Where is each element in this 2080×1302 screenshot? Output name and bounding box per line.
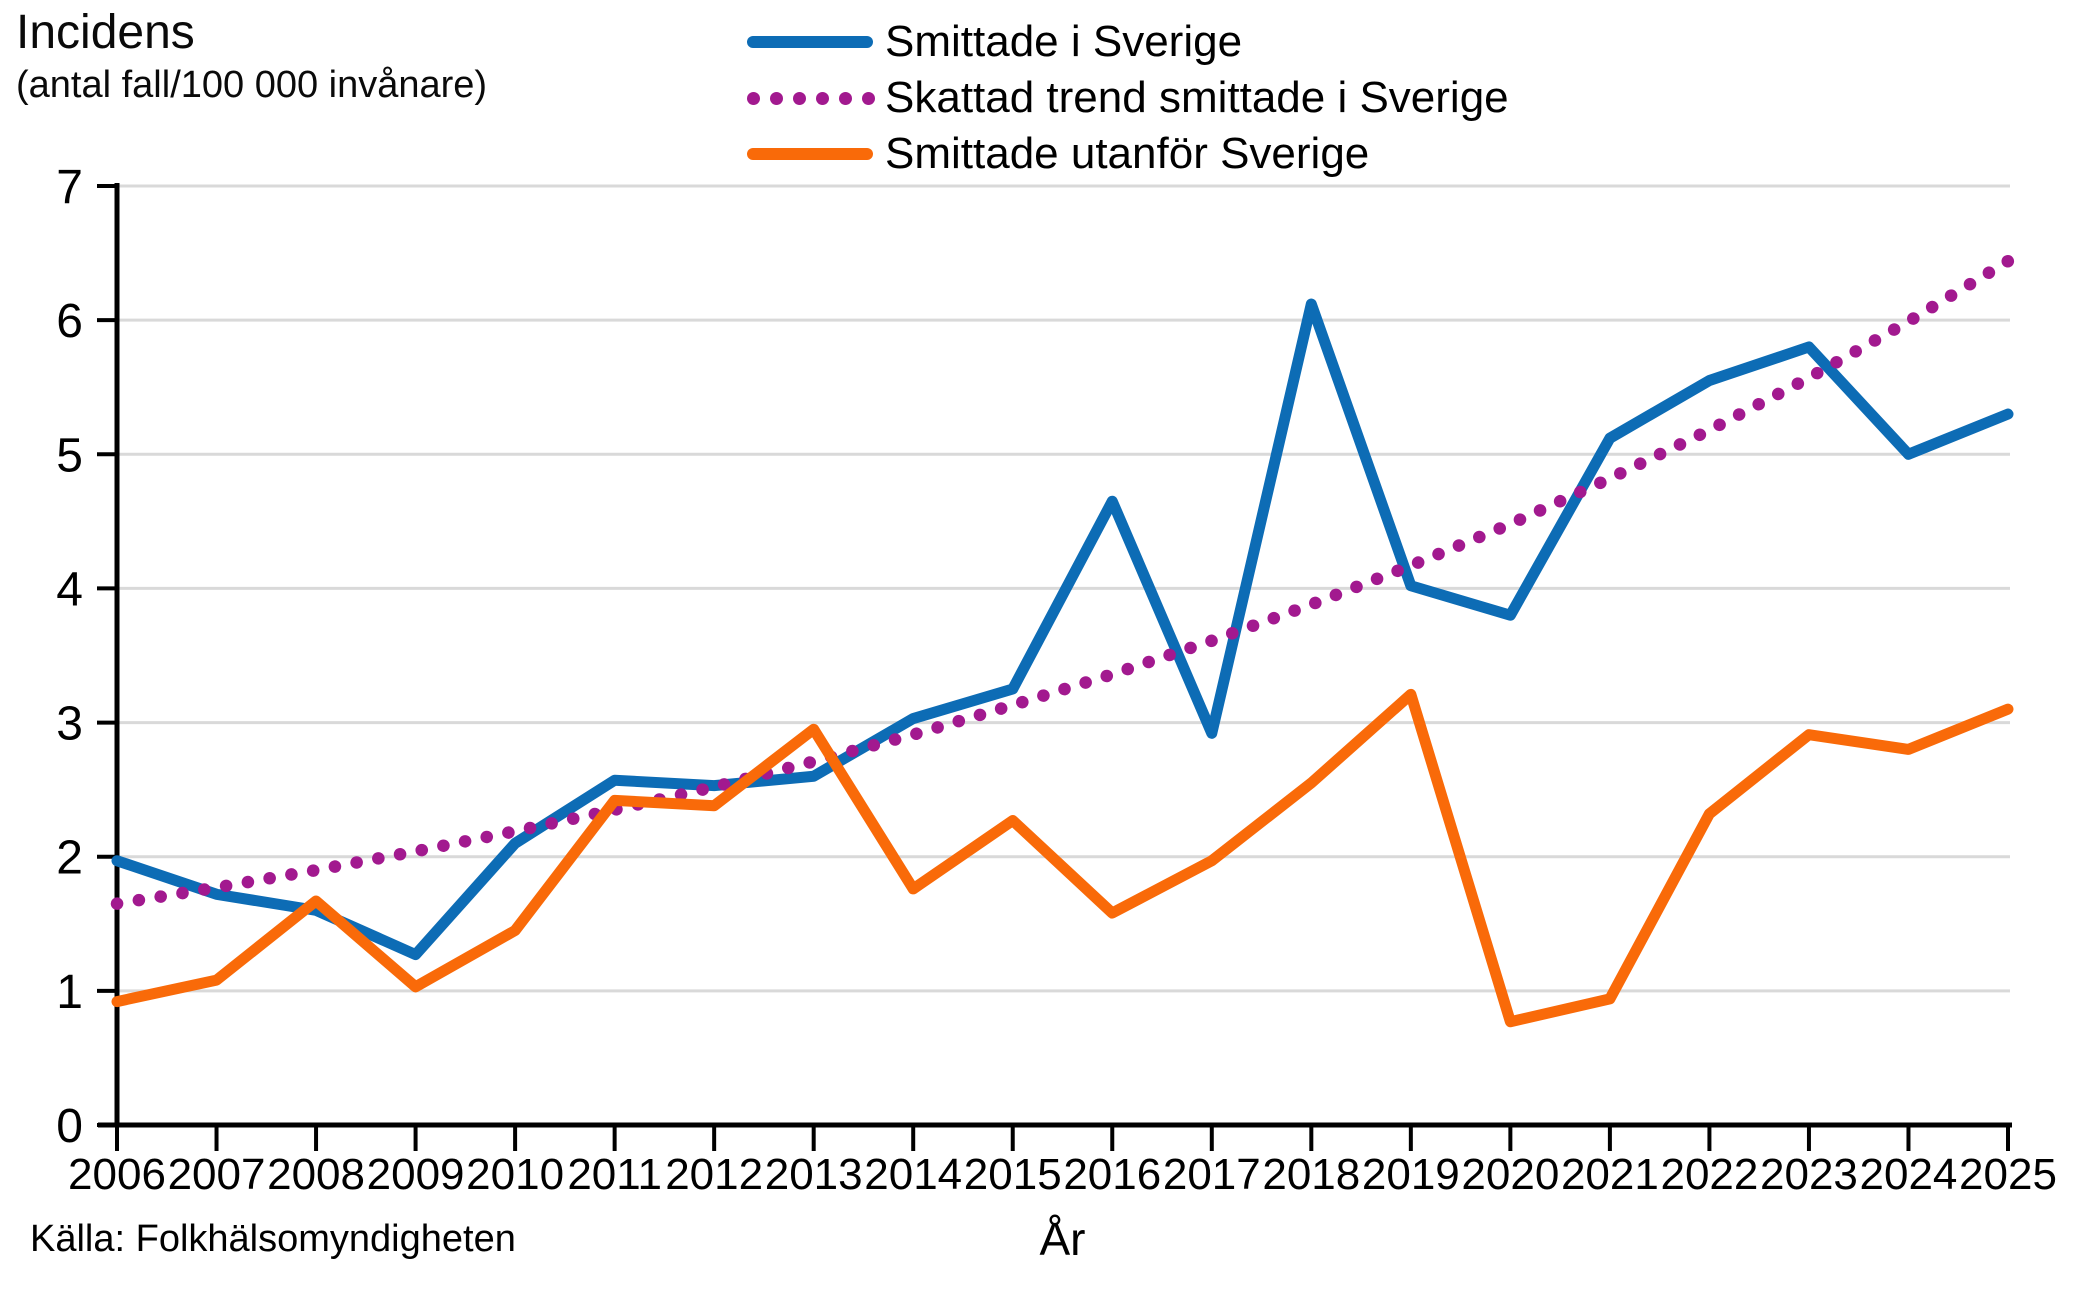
x-tick-label-2024: 2024 — [1860, 1150, 1958, 1199]
y-axis-title: Incidens — [16, 6, 195, 59]
y-tick-label-0: 0 — [56, 1100, 83, 1153]
legend-line-swatch-orange — [747, 148, 873, 160]
x-axis-title: År — [1039, 1213, 1086, 1265]
y-tick-label-1: 1 — [56, 966, 83, 1019]
legend-label: Smittade i Sverige — [885, 17, 1243, 66]
legend: Smittade i Sverige Skattad trend smittad… — [747, 14, 1509, 182]
series-smittade-i-sverige — [111, 298, 2014, 961]
series-skattad-trend-smittade-i-sverige — [110, 254, 2015, 910]
legend-line-swatch-blue — [747, 36, 873, 48]
x-tick-label-2020: 2020 — [1461, 1150, 1559, 1199]
y-tick-label-5: 5 — [56, 429, 83, 482]
x-tick-label-2016: 2016 — [1063, 1150, 1161, 1199]
y-tick-label-4: 4 — [56, 563, 83, 616]
legend-item-smittade-i-sverige: Smittade i Sverige — [747, 14, 1509, 70]
source-caption: Källa: Folkhälsomyndigheten — [30, 1218, 516, 1260]
x-tick-label-2022: 2022 — [1660, 1150, 1758, 1199]
y-tick-label-3: 3 — [56, 698, 83, 751]
y-tick-label-6: 6 — [56, 295, 83, 348]
x-tick-label-2006: 2006 — [68, 1150, 166, 1199]
legend-item-skattad-trend: Skattad trend smittade i Sverige — [747, 70, 1509, 126]
x-tick-label-2010: 2010 — [466, 1150, 564, 1199]
x-tick-label-2017: 2017 — [1163, 1150, 1261, 1199]
x-tick-label-2025: 2025 — [1959, 1150, 2057, 1199]
x-tick-label-2008: 2008 — [267, 1150, 365, 1199]
y-axis-subtitle: (antal fall/100 000 invånare) — [16, 63, 488, 106]
x-tick-label-2015: 2015 — [964, 1150, 1062, 1199]
x-tick-label-2018: 2018 — [1262, 1150, 1360, 1199]
x-tick-label-2009: 2009 — [367, 1150, 465, 1199]
x-tick-label-2021: 2021 — [1561, 1150, 1659, 1199]
y-tick-label-2: 2 — [56, 832, 83, 885]
x-tick-label-2007: 2007 — [168, 1150, 266, 1199]
series-smittade-utanf-r-sverige — [111, 688, 2014, 1028]
x-tick-label-2014: 2014 — [864, 1150, 962, 1199]
x-tick-label-2023: 2023 — [1760, 1150, 1858, 1199]
legend-dotted-swatch-purple — [747, 91, 875, 105]
legend-label: Skattad trend smittade i Sverige — [885, 73, 1509, 122]
x-tick-label-2012: 2012 — [665, 1150, 763, 1199]
x-tick-label-2013: 2013 — [765, 1150, 863, 1199]
x-tick-label-2019: 2019 — [1362, 1150, 1460, 1199]
x-tick-label-2011: 2011 — [567, 1150, 662, 1199]
legend-item-smittade-utanfor-sverige: Smittade utanför Sverige — [747, 126, 1509, 182]
y-tick-label-7: 7 — [56, 161, 83, 214]
legend-label: Smittade utanför Sverige — [885, 129, 1370, 178]
axis-title-block: Incidens (antal fall/100 000 invånare) — [16, 6, 487, 106]
